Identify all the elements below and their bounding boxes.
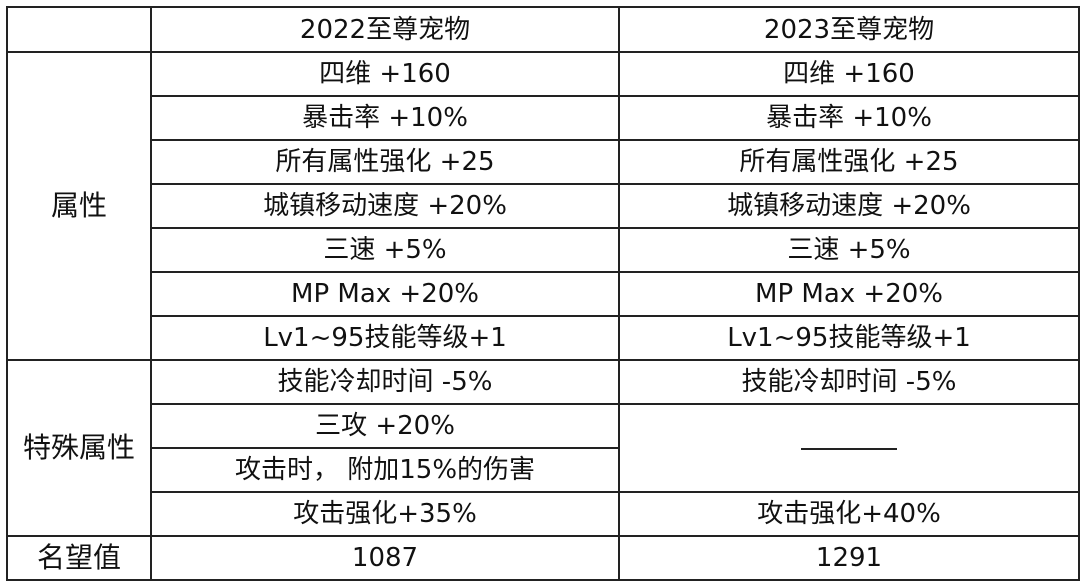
header-2023: 2023至尊宠物 (618, 6, 1080, 53)
attr-2022: 四维 +160 (150, 51, 620, 97)
attack-boost-2023: 攻击强化+40% (618, 491, 1080, 537)
attr-row: 所有属性强化 +25 所有属性强化 +25 (7, 139, 1080, 185)
attr-2022: 三速 +5% (150, 227, 620, 273)
reputation-2023: 1291 (618, 535, 1080, 581)
special-section-label: 特殊属性 (6, 359, 152, 537)
attr-row: 暴击率 +10% 暴击率 +10% (7, 95, 1080, 141)
attr-row: MP Max +20% MP Max +20% (7, 271, 1080, 317)
special-row: 攻击时， 附加15%的伤害 (7, 447, 1079, 493)
header-row: 2022至尊宠物 2023至尊宠物 (6, 6, 1080, 53)
header-2022: 2022至尊宠物 (150, 6, 620, 53)
reputation-label: 名望值 (6, 535, 152, 581)
special-row: 三攻 +20% (7, 403, 1080, 493)
pet-comparison-table: 2022至尊宠物 2023至尊宠物 属性 四维 +160 四维 +160 暴击率… (6, 6, 1080, 581)
attr-2023: 所有属性强化 +25 (618, 139, 1080, 185)
attr-row: 属性 四维 +160 四维 +160 (6, 51, 1080, 361)
reputation-2022: 1087 (150, 535, 620, 581)
attributes-section-label: 属性 (6, 51, 152, 361)
attr-row: 三速 +5% 三速 +5% (7, 227, 1080, 273)
corner-cell (6, 6, 152, 53)
attr-row: 城镇移动速度 +20% 城镇移动速度 +20% (7, 183, 1080, 229)
attr-2023: MP Max +20% (618, 271, 1080, 317)
extra-damage-2022: 攻击时， 附加15%的伤害 (150, 447, 620, 493)
reputation-row: 名望值 1087 1291 (6, 535, 1080, 581)
triple-attack-2022: 三攻 +20% (150, 403, 620, 449)
attr-row: Lv1~95技能等级+1 Lv1~95技能等级+1 (7, 315, 1080, 361)
attr-2023: 暴击率 +10% (618, 95, 1080, 141)
attr-2022: 所有属性强化 +25 (150, 139, 620, 185)
attr-2022: 城镇移动速度 +20% (150, 183, 620, 229)
cooldown-2023: 技能冷却时间 -5% (618, 359, 1080, 405)
special-row: 攻击强化+35% 攻击强化+40% (7, 491, 1080, 537)
attack-boost-2022: 攻击强化+35% (150, 491, 620, 537)
attr-2023: 三速 +5% (618, 227, 1080, 273)
attr-2022: MP Max +20% (150, 271, 620, 317)
attr-2022: Lv1~95技能等级+1 (150, 315, 620, 361)
special-row: 特殊属性 技能冷却时间 -5% 技能冷却时间 -5% (6, 359, 1080, 537)
attr-2023: 四维 +160 (618, 51, 1080, 97)
attr-2023: Lv1~95技能等级+1 (618, 315, 1080, 361)
attr-2022: 暴击率 +10% (150, 95, 620, 141)
dash-mark (801, 447, 897, 450)
cooldown-2022: 技能冷却时间 -5% (150, 359, 620, 405)
empty-dash-2023 (618, 403, 1080, 493)
attr-2023: 城镇移动速度 +20% (618, 183, 1080, 229)
